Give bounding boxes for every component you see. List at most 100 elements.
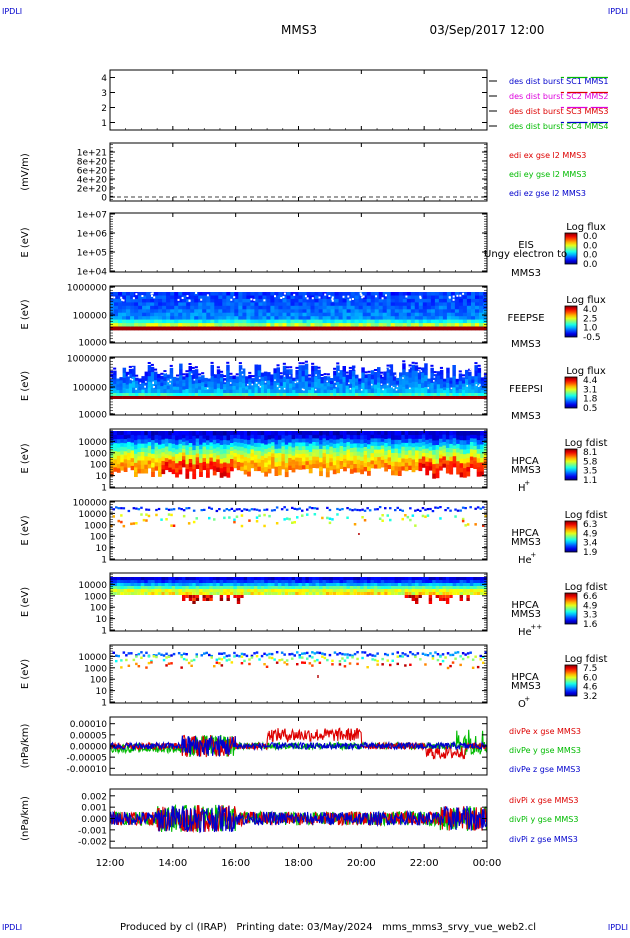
spectrogram-cell <box>422 580 426 583</box>
spectrogram-cell <box>315 374 317 376</box>
spectrogram-cell <box>329 522 332 525</box>
spectrogram-cell <box>333 592 336 595</box>
spectrogram-cell <box>307 313 311 317</box>
spectrogram-cell <box>360 448 364 453</box>
spectrogram-cell <box>275 471 279 476</box>
spectrogram-cell <box>363 309 367 313</box>
spectrogram-cell <box>274 327 278 331</box>
spectrogram-cell <box>271 457 275 461</box>
spectrogram-cell <box>144 452 148 457</box>
spectrogram-cell <box>170 365 173 367</box>
spectrogram-cell <box>351 306 355 310</box>
spectrogram-cell <box>163 377 167 381</box>
spectrogram-cell <box>220 445 224 450</box>
spectrogram-cell <box>360 470 364 475</box>
spectrogram-cell <box>401 447 405 451</box>
spectrogram-cell <box>144 469 148 474</box>
spectrogram-cell <box>480 431 484 436</box>
spectrogram-cell <box>280 382 284 386</box>
spectrogram-cell <box>460 431 464 436</box>
spectrogram-cell <box>365 396 369 399</box>
spectrogram-cell <box>165 518 168 521</box>
spectrogram-cell <box>206 595 209 598</box>
spectrogram-cell <box>240 592 243 595</box>
spectrogram-cell <box>365 374 369 378</box>
spectrogram-cell <box>267 389 271 394</box>
spectrogram-cell <box>427 379 431 382</box>
spectrogram-cell <box>465 379 469 384</box>
spectrogram-cell <box>254 447 258 451</box>
spectrogram-cell <box>359 509 362 511</box>
spectrogram-cell <box>299 382 303 388</box>
spectrogram-cell <box>236 508 239 510</box>
spectrogram-cell <box>176 387 180 391</box>
spectrogram-cell <box>257 592 260 595</box>
spectrogram-cell <box>381 592 384 595</box>
spectrogram-cell <box>336 580 340 583</box>
spectrogram-cell <box>234 292 238 296</box>
spectrogram-cell <box>412 387 416 393</box>
spectrogram-cell <box>182 589 186 592</box>
spectrogram-cell <box>182 445 186 449</box>
spectrogram-cell <box>238 309 242 313</box>
spectrogram-cell <box>401 577 405 580</box>
spectrogram-cell <box>424 387 428 393</box>
spectrogram-cell <box>423 323 427 327</box>
spectrogram-cell <box>311 313 315 317</box>
spectrogram-cell <box>170 292 174 296</box>
spectrogram-cell <box>346 507 349 509</box>
spectrogram-cell <box>220 592 223 595</box>
spectrogram-cell <box>315 389 317 391</box>
spectrogram-cell <box>206 320 210 324</box>
y-tick-label: 10000 <box>78 581 107 591</box>
spectrogram-cell <box>479 292 483 296</box>
spectrogram-cell <box>151 577 155 580</box>
spectrogram-cell <box>120 583 124 586</box>
spectrogram-cell <box>216 577 220 580</box>
spectrogram-cell <box>424 509 427 511</box>
spectrogram-cell <box>254 580 258 583</box>
spectrogram-cell <box>182 373 185 375</box>
spectrogram-cell <box>446 469 450 474</box>
spectrogram-cell <box>284 388 286 390</box>
spectrogram-cell <box>421 393 425 396</box>
spectrogram-cell <box>374 465 378 469</box>
spectrogram-cell <box>194 299 198 303</box>
spectrogram-cell <box>319 431 323 436</box>
spectrogram-cell <box>254 302 258 306</box>
spectrogram-cell <box>329 458 333 462</box>
spectrogram-cell <box>268 439 272 444</box>
spectrogram-cell <box>336 362 339 364</box>
spectrogram-cell <box>168 451 172 456</box>
spectrogram-cell <box>175 468 179 473</box>
spectrogram-cell <box>427 323 431 327</box>
spectrogram-cell <box>305 454 309 458</box>
spectrogram-cell <box>110 389 114 393</box>
y-tick-label: 4 <box>101 74 107 84</box>
spectrogram-cell <box>175 583 179 586</box>
spectrogram-cell <box>134 302 138 306</box>
spectrogram-cell <box>319 313 323 317</box>
spectrogram-cell <box>409 378 413 384</box>
spectrogram-cell <box>456 466 460 471</box>
spectrogram-cell <box>295 454 299 458</box>
spectrogram-cell <box>419 586 423 589</box>
spectrogram-cell <box>456 390 460 393</box>
spectrogram-cell <box>374 577 378 580</box>
spectrogram-cell <box>404 514 407 517</box>
spectrogram-cell <box>211 382 215 388</box>
spectrogram-cell <box>311 327 315 331</box>
spectrogram-cell <box>343 382 347 388</box>
spectrogram-cell <box>339 384 343 389</box>
spectrogram-cell <box>203 431 207 435</box>
spectrogram-cell <box>319 449 323 454</box>
spectrogram-cell <box>435 306 439 310</box>
spectrogram-cell <box>264 449 268 454</box>
spectrogram-cell <box>305 589 309 592</box>
spectrogram-cell <box>302 389 304 391</box>
spectrogram-cell <box>201 379 205 383</box>
spectrogram-cell <box>151 586 155 589</box>
spectrogram-cell <box>466 445 470 450</box>
spectrogram-cell <box>429 451 433 455</box>
